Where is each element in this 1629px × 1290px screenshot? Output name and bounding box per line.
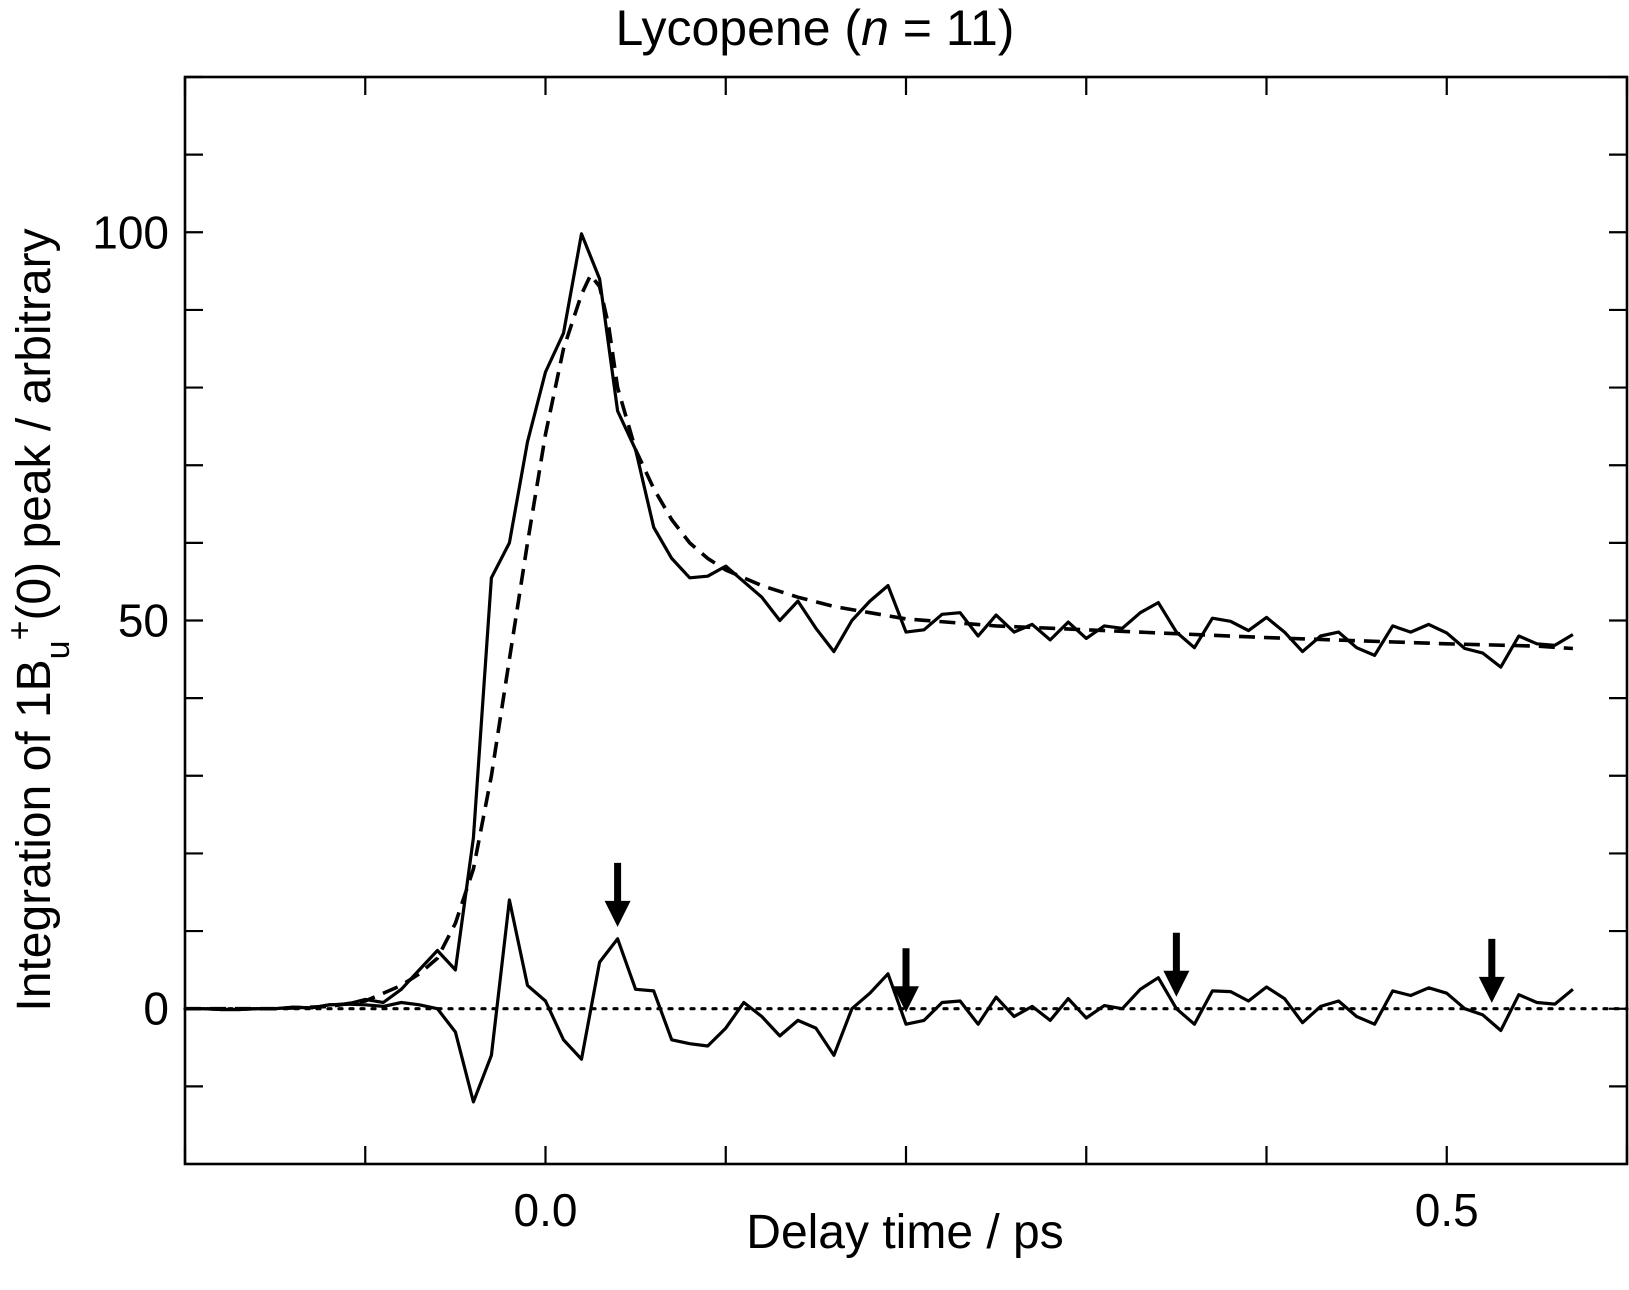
y-tick-label-2: 100	[92, 206, 169, 258]
peak-arrows	[604, 862, 1505, 1013]
peak-arrow-0	[604, 862, 631, 927]
title-rest: = 11)	[889, 0, 1015, 56]
ylabel-sub: u	[39, 640, 77, 659]
ylabel-sup: +	[1, 621, 39, 641]
title-italic: n	[861, 0, 889, 56]
plot-frame	[183, 75, 1629, 1166]
ylabel-pre: Integration of 1B	[8, 659, 61, 1011]
ylabel-post: (0) peak / arbitrary	[8, 228, 61, 620]
peak-arrow-2	[1163, 932, 1190, 997]
x-axis-label: Delay time / ps	[746, 1206, 1063, 1259]
x-tick-label-1: 0.5	[1415, 1184, 1479, 1236]
title-main: Lycopene (	[616, 0, 862, 56]
series-line-2	[185, 898, 1574, 1104]
y-tick-label-1: 50	[118, 595, 169, 647]
series-line-1	[185, 271, 1574, 1011]
peak-arrow-3	[1478, 938, 1505, 1003]
y-axis-label: Integration of 1Bu+(0) peak / arbitrary	[1, 228, 77, 1011]
axis-tick-labels: 0.0 0.5 0 50 100	[92, 206, 1478, 1236]
series-line-0	[185, 232, 1574, 1012]
y-tick-label-0: 0	[143, 983, 169, 1035]
axis-ticks	[183, 75, 1629, 1164]
peak-arrow-1	[893, 948, 919, 1013]
chart-title: Lycopene (n = 11)	[616, 0, 1015, 56]
plot-lines	[183, 232, 1629, 1104]
x-tick-label-0: 0.0	[514, 1184, 578, 1236]
